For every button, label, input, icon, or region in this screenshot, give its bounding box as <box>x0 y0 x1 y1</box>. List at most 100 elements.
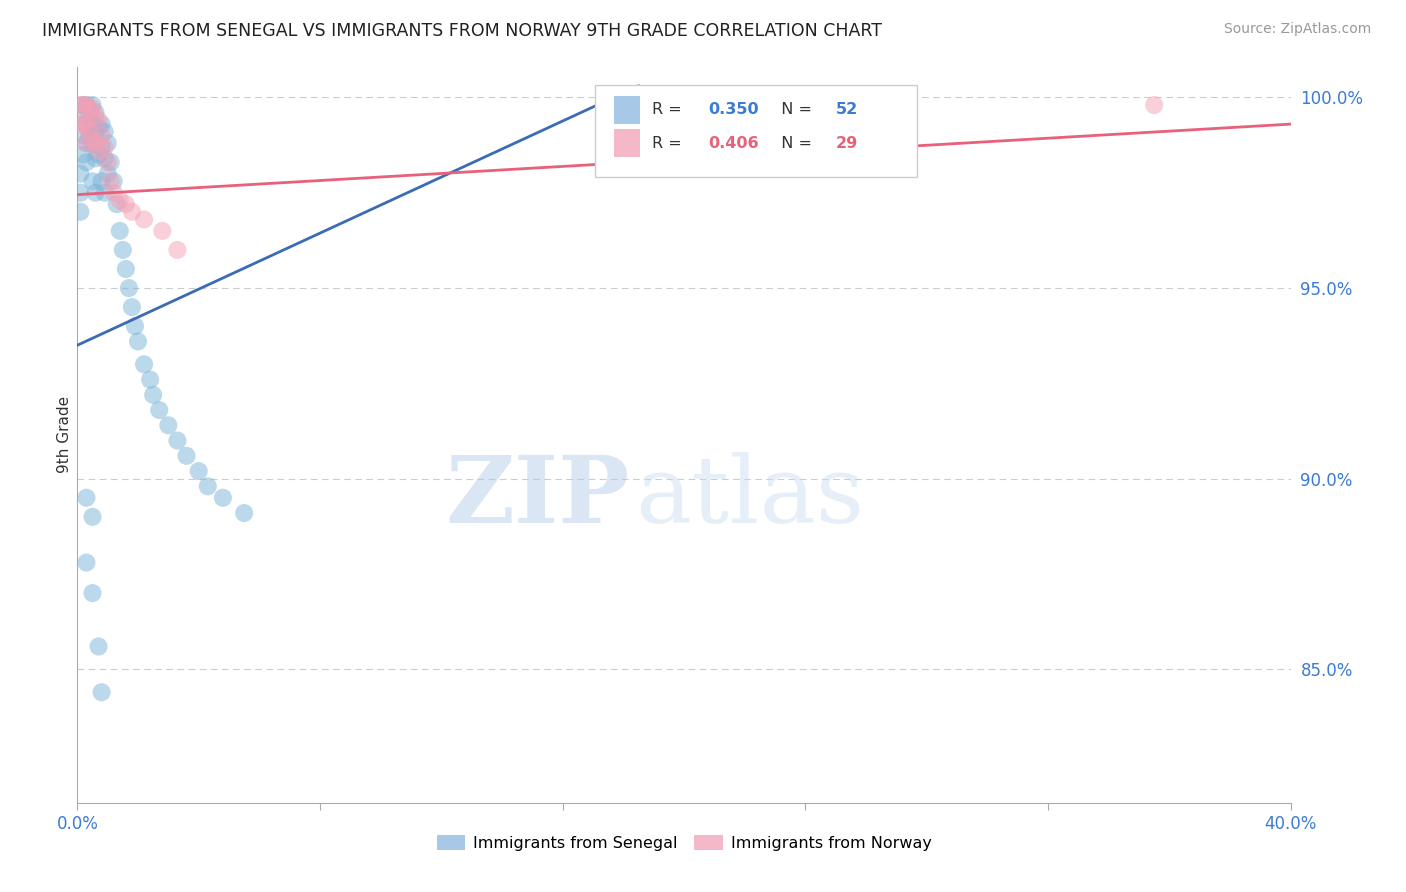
Point <box>87 113 110 128</box>
Point <box>72 128 94 143</box>
Text: R =: R = <box>652 102 688 117</box>
Point <box>75 117 97 131</box>
Point <box>115 262 138 277</box>
Point <box>121 204 143 219</box>
Point <box>100 155 122 169</box>
Point <box>75 117 97 131</box>
Point <box>118 281 141 295</box>
Point <box>84 186 107 200</box>
Point <box>84 110 107 124</box>
Point <box>139 373 162 387</box>
Point <box>93 186 115 200</box>
Point <box>93 125 115 139</box>
Point <box>166 434 188 448</box>
Point <box>97 155 120 169</box>
Point <box>176 449 198 463</box>
Point <box>233 506 256 520</box>
Point <box>87 120 110 135</box>
Point <box>87 147 110 161</box>
Point <box>132 357 155 371</box>
Point <box>103 186 125 200</box>
Point <box>100 174 122 188</box>
Point <box>72 147 94 161</box>
Point <box>1143 98 1166 112</box>
Point <box>84 136 107 150</box>
Point <box>69 186 91 200</box>
Point <box>108 224 131 238</box>
Point <box>212 491 235 505</box>
Point <box>75 556 97 570</box>
Text: N =: N = <box>772 102 817 117</box>
Point <box>79 102 101 116</box>
Text: 52: 52 <box>835 102 858 117</box>
Text: 0.350: 0.350 <box>709 102 759 117</box>
FancyBboxPatch shape <box>596 86 917 178</box>
Point <box>93 152 115 166</box>
Point <box>75 136 97 150</box>
Point <box>197 479 219 493</box>
Point <box>108 194 131 208</box>
Point <box>75 98 97 112</box>
Point <box>132 212 155 227</box>
Point <box>115 197 138 211</box>
Point <box>105 197 128 211</box>
Point <box>75 491 97 505</box>
Point <box>69 98 91 112</box>
Point <box>87 640 110 654</box>
Point <box>90 685 112 699</box>
Point <box>72 110 94 124</box>
Text: N =: N = <box>772 136 817 151</box>
Point <box>839 98 862 112</box>
Point <box>82 132 104 146</box>
FancyBboxPatch shape <box>613 95 640 124</box>
Point <box>82 102 104 116</box>
Point <box>82 98 104 112</box>
Point <box>142 388 165 402</box>
Point <box>157 418 180 433</box>
Point <box>93 140 115 154</box>
Point <box>79 128 101 143</box>
Point <box>187 464 209 478</box>
Point <box>124 319 146 334</box>
Point <box>103 174 125 188</box>
Point <box>82 509 104 524</box>
Point <box>72 98 94 112</box>
Text: 29: 29 <box>835 136 858 151</box>
Point <box>166 243 188 257</box>
Point <box>84 105 107 120</box>
Point <box>79 125 101 139</box>
Text: Source: ZipAtlas.com: Source: ZipAtlas.com <box>1223 22 1371 37</box>
Point <box>90 140 112 154</box>
Point <box>84 152 107 166</box>
Point <box>148 403 170 417</box>
Point <box>75 136 97 150</box>
Text: 0.406: 0.406 <box>709 136 759 151</box>
Point <box>87 144 110 158</box>
Point <box>75 98 97 112</box>
Point <box>97 136 120 150</box>
Text: atlas: atlas <box>636 452 865 542</box>
Point <box>121 300 143 314</box>
Point <box>90 174 112 188</box>
Point <box>79 105 101 120</box>
Point <box>72 98 94 112</box>
Point <box>127 334 149 349</box>
Point <box>111 243 134 257</box>
Point <box>82 586 104 600</box>
Y-axis label: 9th Grade: 9th Grade <box>56 396 72 474</box>
Text: IMMIGRANTS FROM SENEGAL VS IMMIGRANTS FROM NORWAY 9TH GRADE CORRELATION CHART: IMMIGRANTS FROM SENEGAL VS IMMIGRANTS FR… <box>42 22 882 40</box>
Point <box>90 117 112 131</box>
Point <box>82 117 104 131</box>
Point <box>69 117 91 131</box>
Point <box>69 204 91 219</box>
Point <box>150 224 173 238</box>
Point <box>84 125 107 139</box>
Point <box>72 117 94 131</box>
FancyBboxPatch shape <box>613 129 640 157</box>
Point <box>69 167 91 181</box>
Point <box>90 128 112 143</box>
Point <box>82 174 104 188</box>
Point <box>75 155 97 169</box>
Point <box>82 136 104 150</box>
Text: R =: R = <box>652 136 688 151</box>
